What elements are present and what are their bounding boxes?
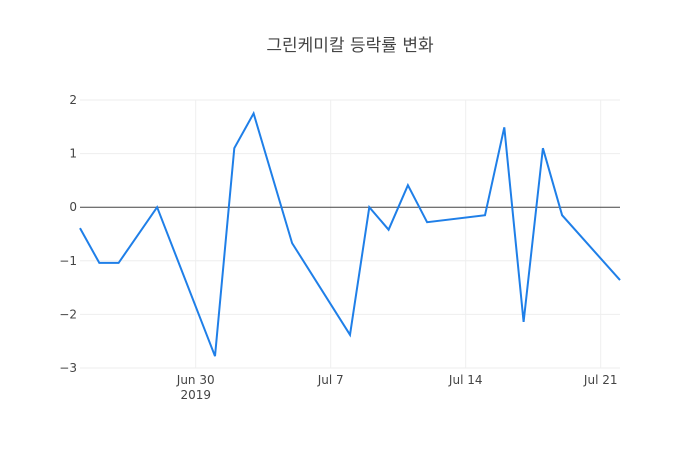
x-tick-label: Jul 7 <box>317 373 344 387</box>
y-tick-label: −2 <box>59 307 77 321</box>
data-series <box>79 110 621 357</box>
y-tick-label: 2 <box>69 93 77 107</box>
y-tick-label: 0 <box>69 200 77 214</box>
y-axis: 2 1 0 −1 −2 −3 <box>59 93 77 375</box>
series-line <box>79 110 621 357</box>
x-tick-label: Jul 14 <box>448 373 483 387</box>
chart-title: 그린케미칼 등락률 변화 <box>266 36 434 56</box>
y-tick-label: 1 <box>69 147 77 161</box>
y-tick-label: −1 <box>59 254 77 268</box>
x-tick-year-label: 2019 <box>180 388 211 402</box>
gridlines <box>80 99 620 369</box>
x-tick-label: Jul 21 <box>583 373 618 387</box>
y-tick-label: −3 <box>59 361 77 375</box>
x-tick-label: Jun 30 <box>176 373 215 387</box>
